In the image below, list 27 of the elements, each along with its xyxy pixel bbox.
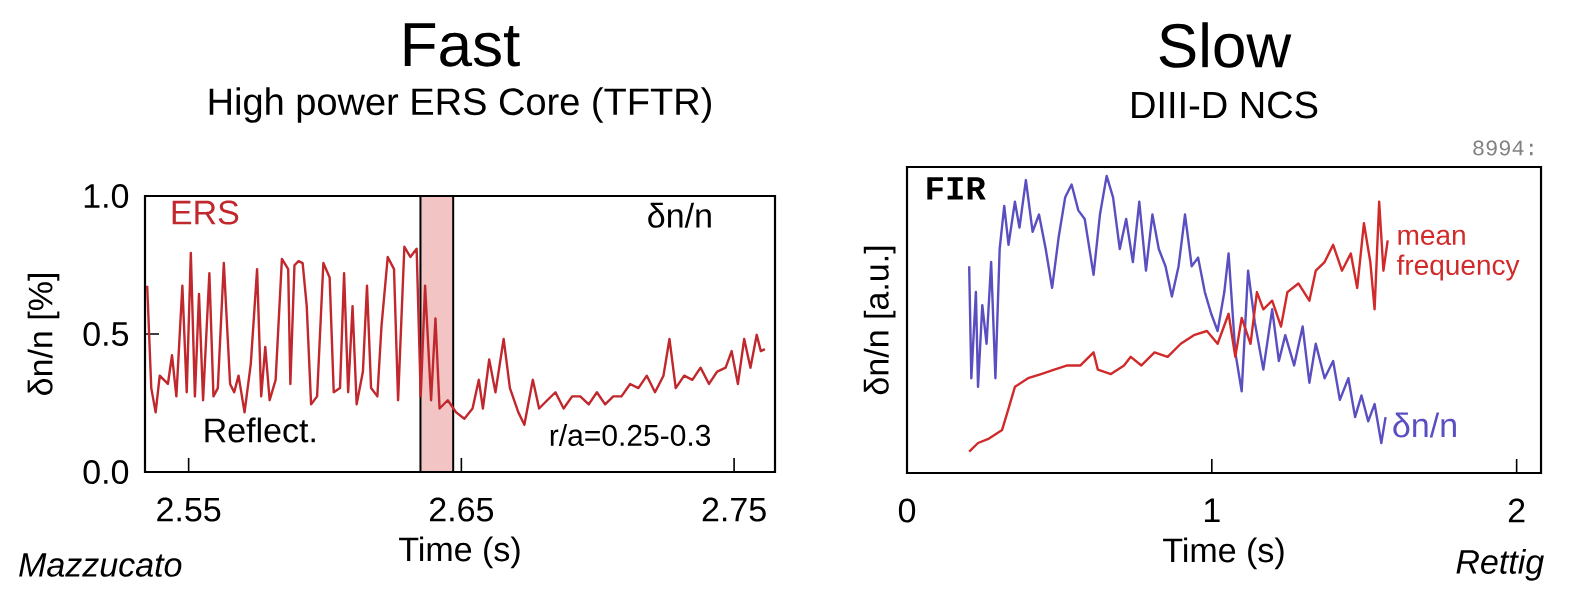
- y-tick-label: 1.0: [84, 183, 129, 209]
- chart-title: Fast: [404, 23, 520, 67]
- text: 8994:: [1473, 140, 1533, 156]
- x-tick-label: 2: [1508, 498, 1525, 523]
- x-tick-label: 2.65: [429, 497, 494, 522]
- series-label: δn/n: [1393, 412, 1456, 438]
- y-tick-label: 0.0: [83, 459, 129, 485]
- annotation: FIR: [927, 177, 986, 200]
- series-label: ERS: [172, 200, 239, 225]
- chart-title: Slow: [1159, 22, 1292, 68]
- x-axis-title: Time (s): [1163, 537, 1284, 570]
- x-axis-title: Time (s): [399, 536, 520, 569]
- y-tick-label: 0.5: [83, 321, 129, 347]
- annotation: δn/n: [648, 202, 711, 228]
- annotation: r/a=0.25-0.3: [550, 424, 711, 447]
- text: Rettig: [1456, 548, 1544, 581]
- x-tick-label: 1: [1204, 498, 1220, 522]
- x-tick-label: 0: [898, 498, 916, 523]
- y-axis-title: δn/n [a.u.]: [863, 246, 896, 395]
- annotation: Reflect.: [205, 417, 315, 443]
- chart-subtitle: DIII-D NCS: [1132, 91, 1318, 119]
- series-label: mean frequency: [1396, 229, 1520, 281]
- x-tick-label: 2.55: [157, 497, 221, 522]
- chart-subtitle: High power ERS Core (TFTR): [209, 87, 711, 123]
- x-tick-label: 2.75: [702, 497, 766, 522]
- y-axis-title: δn/n [%]: [27, 274, 60, 395]
- text: Mazzucato: [19, 553, 182, 577]
